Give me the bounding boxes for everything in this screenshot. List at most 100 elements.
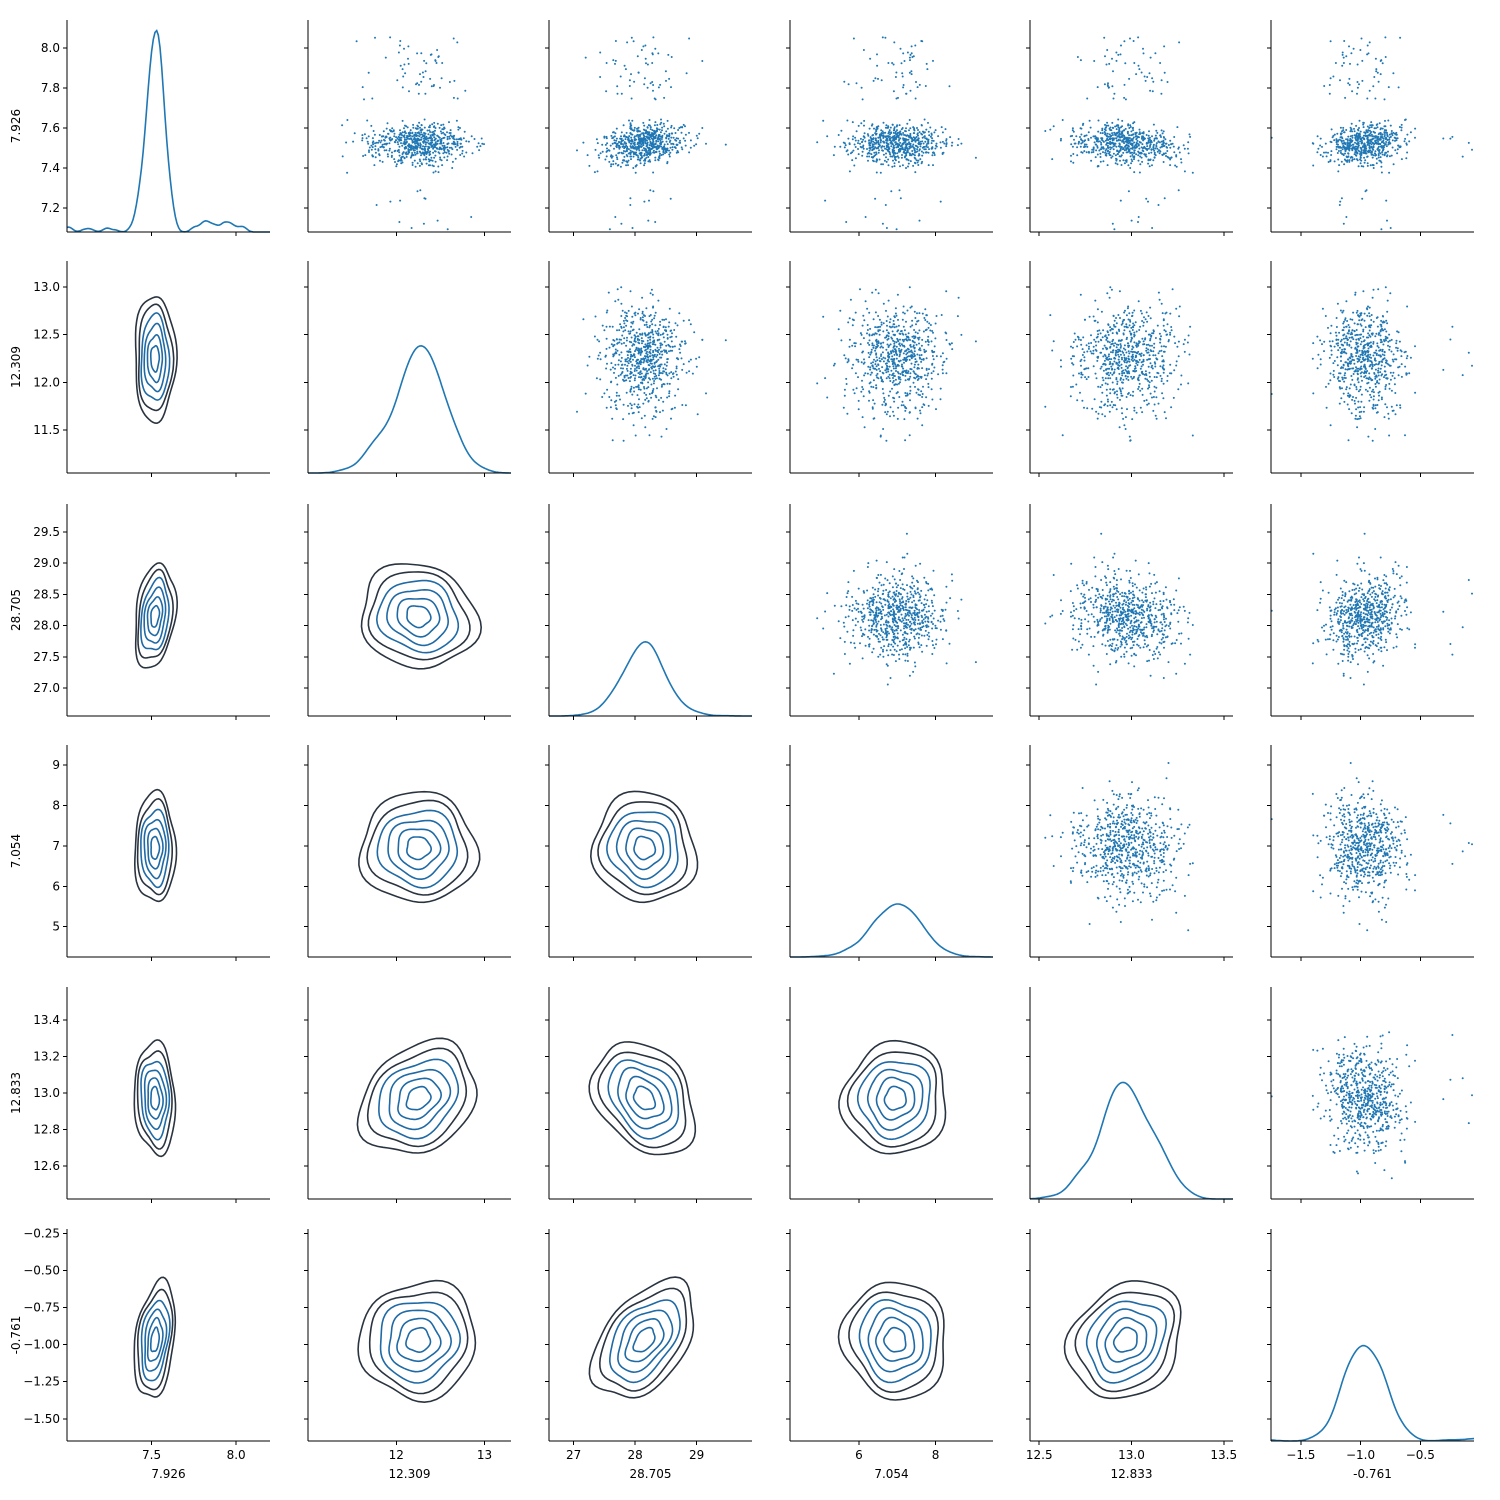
scatter-point bbox=[452, 37, 455, 40]
scatter-point bbox=[914, 406, 917, 409]
scatter-point bbox=[1354, 148, 1357, 150]
scatter-point bbox=[655, 377, 658, 380]
scatter-point bbox=[644, 357, 647, 360]
scatter-point bbox=[661, 129, 663, 132]
scatter-point bbox=[1072, 161, 1075, 164]
scatter-point bbox=[907, 134, 910, 137]
scatter-point bbox=[398, 44, 401, 47]
scatter-point bbox=[1049, 128, 1052, 131]
scatter-point bbox=[890, 369, 893, 372]
scatter-point bbox=[659, 131, 662, 134]
scatter-point bbox=[430, 85, 433, 88]
scatter-point bbox=[422, 145, 424, 148]
scatter-point bbox=[927, 141, 930, 143]
scatter-point bbox=[622, 439, 625, 442]
scatter-point bbox=[432, 147, 435, 150]
scatter-point bbox=[1404, 137, 1407, 140]
scatter-point bbox=[1377, 140, 1380, 143]
scatter-point bbox=[412, 149, 415, 152]
scatter-point bbox=[677, 129, 680, 131]
scatter-point bbox=[618, 141, 621, 144]
scatter-point bbox=[1129, 126, 1132, 128]
scatter-point bbox=[908, 141, 910, 144]
scatter-point bbox=[904, 374, 907, 377]
scatter-point bbox=[896, 152, 899, 155]
scatter-point bbox=[1142, 47, 1144, 50]
scatter-point bbox=[669, 146, 672, 149]
scatter-point bbox=[448, 81, 451, 83]
scatter-point bbox=[1400, 126, 1403, 129]
scatter-point bbox=[866, 148, 868, 150]
scatter-point bbox=[651, 293, 654, 296]
scatter-point bbox=[944, 128, 947, 131]
scatter-point bbox=[1150, 148, 1153, 151]
scatter-point bbox=[657, 136, 660, 139]
scatter-point bbox=[625, 160, 628, 163]
scatter-point bbox=[615, 408, 618, 411]
scatter-point bbox=[1384, 56, 1387, 58]
scatter-point bbox=[615, 139, 618, 142]
scatter-point bbox=[416, 127, 419, 130]
scatter-point bbox=[658, 370, 661, 372]
scatter-point bbox=[869, 327, 872, 330]
scatter-point bbox=[617, 359, 620, 362]
scatter-point bbox=[652, 369, 655, 372]
scatter-point bbox=[881, 36, 884, 39]
scatter-point bbox=[398, 221, 401, 223]
scatter-point bbox=[950, 144, 953, 147]
scatter-point bbox=[432, 126, 435, 128]
scatter-point bbox=[1381, 127, 1384, 130]
scatter-point bbox=[907, 370, 910, 373]
scatter-point bbox=[1148, 152, 1150, 155]
scatter-point bbox=[652, 140, 655, 143]
scatter-point bbox=[637, 312, 639, 315]
scatter-point bbox=[905, 167, 907, 169]
scatter-point bbox=[1363, 149, 1366, 152]
scatter-point bbox=[832, 154, 835, 157]
scatter-point bbox=[875, 341, 878, 343]
scatter-point bbox=[816, 382, 819, 385]
scatter-point bbox=[892, 365, 895, 368]
scatter-point bbox=[1384, 36, 1387, 39]
scatter-point bbox=[927, 142, 930, 145]
scatter-point bbox=[622, 159, 625, 162]
scatter-point bbox=[905, 92, 908, 95]
scatter-point bbox=[926, 374, 929, 377]
scatter-point bbox=[1377, 156, 1380, 159]
scatter-point bbox=[1108, 151, 1111, 153]
scatter-point bbox=[1115, 158, 1118, 161]
scatter-point bbox=[403, 47, 405, 50]
scatter-point bbox=[1152, 146, 1155, 149]
scatter-point bbox=[905, 356, 908, 359]
scatter-point bbox=[634, 434, 637, 437]
scatter-point bbox=[1140, 71, 1143, 74]
scatter-point bbox=[1169, 139, 1172, 142]
scatter-point bbox=[909, 142, 912, 145]
scatter-point bbox=[646, 355, 648, 358]
scatter-point bbox=[605, 150, 608, 153]
scatter-point bbox=[1087, 150, 1090, 153]
scatter-point bbox=[370, 148, 373, 151]
scatter-point bbox=[933, 366, 936, 369]
scatter-point bbox=[896, 135, 899, 138]
scatter-point bbox=[894, 130, 897, 133]
scatter-point bbox=[385, 127, 388, 130]
scatter-point bbox=[863, 124, 865, 127]
scatter-point bbox=[640, 361, 643, 364]
scatter-point bbox=[608, 346, 611, 349]
scatter-point bbox=[425, 156, 428, 159]
scatter-point bbox=[620, 142, 623, 145]
scatter-point bbox=[615, 338, 618, 341]
scatter-point bbox=[1102, 140, 1105, 143]
scatter-point bbox=[898, 332, 901, 335]
scatter-point bbox=[670, 136, 673, 139]
scatter-point bbox=[880, 146, 883, 149]
scatter-point bbox=[1350, 52, 1353, 55]
scatter-point bbox=[657, 332, 660, 335]
scatter-point bbox=[601, 396, 604, 398]
scatter-point bbox=[941, 364, 944, 367]
scatter-point bbox=[1160, 79, 1163, 82]
scatter-point bbox=[868, 155, 871, 158]
scatter-point bbox=[667, 343, 670, 346]
scatter-point bbox=[613, 343, 616, 346]
